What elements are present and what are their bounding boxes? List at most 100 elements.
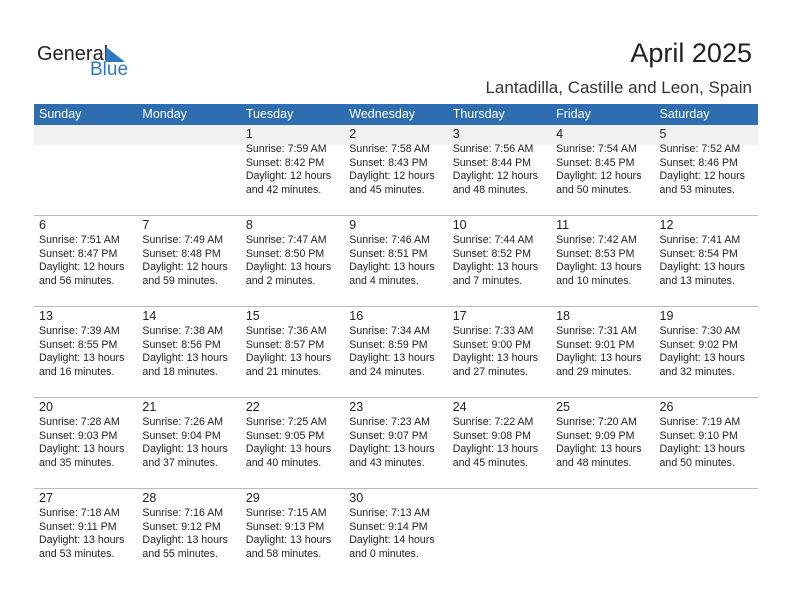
sunset-text: Sunset: 9:08 PM — [452, 429, 532, 442]
minutes-text: and 4 minutes. — [349, 274, 419, 287]
day-number: 21 — [142, 400, 157, 414]
sunset-text: Sunset: 8:44 PM — [452, 156, 532, 169]
sunrise-text: Sunrise: 7:15 AM — [245, 507, 327, 519]
daylight-text: Daylight: 13 hours — [39, 443, 125, 455]
day-number: 8 — [245, 218, 253, 232]
day-cell: 30 Sunrise: 7:13 AM Sunset: 9:14 PM Dayligh… — [344, 489, 447, 579]
daylight-text: Daylight: 13 hours — [452, 443, 539, 455]
sunset-text: Sunset: 8:47 PM — [39, 247, 118, 260]
day-number: 22 — [245, 400, 260, 414]
sunset-text: Sunset: 8:51 PM — [349, 247, 428, 260]
sunset-text: Sunset: 8:43 PM — [349, 156, 428, 169]
day-cell: 7 Sunrise: 7:49 AM Sunset: 8:48 PM Daylight… — [137, 216, 240, 306]
sunset-text: Sunset: 9:10 PM — [659, 429, 738, 442]
sunset-text: Sunset: 9:01 PM — [556, 338, 635, 351]
sunrise-text: Sunrise: 7:51 AM — [39, 234, 120, 246]
sunrise-text: Sunrise: 7:34 AM — [349, 325, 430, 337]
weekday-saturday: Saturday — [659, 107, 710, 121]
minutes-text: and 53 minutes. — [39, 547, 115, 560]
sunset-text: Sunset: 8:54 PM — [659, 247, 738, 260]
day-cell: 4 Sunrise: 7:54 AM Sunset: 8:45 PM Daylight… — [551, 125, 655, 215]
minutes-text: and 21 minutes. — [245, 365, 322, 378]
day-number: 19 — [659, 309, 674, 323]
sunrise-text: Sunrise: 7:52 AM — [659, 143, 741, 155]
sunset-text: Sunset: 9:04 PM — [142, 429, 221, 442]
day-cell: 10 Sunrise: 7:44 AM Sunset: 8:52 PM Dayligh… — [448, 216, 551, 306]
sunrise-text: Sunrise: 7:31 AM — [556, 325, 637, 337]
sunrise-text: Sunrise: 7:16 AM — [142, 507, 224, 519]
sunset-text: Sunset: 9:03 PM — [39, 429, 118, 442]
day-number: 4 — [551, 125, 655, 143]
day-cell: 22 Sunrise: 7:25 AM Sunset: 9:05 PM Dayligh… — [241, 398, 344, 488]
day-number: 29 — [245, 491, 260, 505]
sunrise-text: Sunrise: 7:28 AM — [39, 416, 120, 428]
minutes-text: and 58 minutes. — [245, 547, 322, 560]
sunrise-text: Sunrise: 7:38 AM — [142, 325, 224, 337]
minutes-text: and 16 minutes. — [39, 365, 115, 378]
sunrise-text: Sunrise: 7:18 AM — [39, 507, 120, 519]
day-cell: 16 Sunrise: 7:34 AM Sunset: 8:59 PM Dayligh… — [344, 307, 447, 397]
minutes-text: and 59 minutes. — [142, 274, 218, 287]
day-cell: 21 Sunrise: 7:26 AM Sunset: 9:04 PM Dayligh… — [137, 398, 240, 488]
daylight-text: Daylight: 12 hours — [39, 261, 125, 273]
minutes-text: and 2 minutes. — [245, 274, 316, 287]
daylight-text: Daylight: 13 hours — [556, 261, 642, 273]
day-cell: 2 Sunrise: 7:58 AM Sunset: 8:43 PM Daylight… — [344, 125, 448, 215]
day-number: 13 — [39, 309, 53, 323]
day-number: 30 — [349, 491, 364, 505]
day-number: 26 — [659, 400, 674, 414]
day-cell: 19 Sunrise: 7:30 AM Sunset: 9:02 PM Dayligh… — [655, 307, 758, 397]
sunrise-text: Sunrise: 7:33 AM — [452, 325, 534, 337]
empty-cell — [34, 125, 138, 215]
minutes-text: and 18 minutes. — [142, 365, 218, 378]
minutes-text: and 27 minutes. — [452, 365, 529, 378]
sunset-text: Sunset: 8:48 PM — [142, 247, 221, 260]
sunset-text: Sunset: 9:02 PM — [659, 338, 738, 351]
daylight-text: Daylight: 12 hours — [452, 170, 539, 182]
sunset-text: Sunset: 9:14 PM — [349, 520, 428, 533]
weekday-sunday: Sunday — [39, 107, 82, 121]
logo-general-text: General — [37, 43, 109, 65]
minutes-text: and 48 minutes. — [452, 183, 529, 196]
daylight-text: Daylight: 12 hours — [349, 170, 435, 182]
day-number: 17 — [452, 309, 467, 323]
day-number: 24 — [452, 400, 467, 414]
daylight-text: Daylight: 13 hours — [349, 261, 435, 273]
daylight-text: Daylight: 13 hours — [245, 352, 332, 364]
day-cell: 23 Sunrise: 7:23 AM Sunset: 9:07 PM Dayligh… — [344, 398, 447, 488]
day-number: 28 — [142, 491, 157, 505]
day-number: 10 — [452, 218, 467, 232]
day-cell: 6 Sunrise: 7:51 AM Sunset: 8:47 PM Daylight… — [34, 216, 137, 306]
sunset-text: Sunset: 8:53 PM — [556, 247, 635, 260]
day-number: 11 — [556, 218, 570, 232]
minutes-text: and 55 minutes. — [142, 547, 218, 560]
day-number: 25 — [556, 400, 571, 414]
weekday-wednesday: Wednesday — [349, 107, 416, 121]
sunset-text: Sunset: 8:59 PM — [349, 338, 428, 351]
minutes-text: and 45 minutes. — [452, 456, 529, 469]
day-number: 27 — [39, 491, 53, 505]
page-title: April 2025 — [630, 38, 752, 68]
location-subtitle: Lantadilla, Castille and Leon, Spain — [485, 78, 752, 97]
weekday-tuesday: Tuesday — [245, 107, 294, 121]
day-cell: 14 Sunrise: 7:38 AM Sunset: 8:56 PM Dayligh… — [137, 307, 240, 397]
sunset-text: Sunset: 8:45 PM — [556, 156, 635, 169]
day-cell: 28 Sunrise: 7:16 AM Sunset: 9:12 PM Dayligh… — [137, 489, 240, 579]
daylight-text: Daylight: 13 hours — [452, 352, 539, 364]
sunrise-text: Sunrise: 7:39 AM — [39, 325, 120, 337]
minutes-text: and 43 minutes. — [349, 456, 425, 469]
sunrise-text: Sunrise: 7:42 AM — [556, 234, 637, 246]
logo-triangle-icon — [106, 47, 125, 62]
day-number: 9 — [349, 218, 357, 232]
sunset-text: Sunset: 9:05 PM — [245, 429, 325, 442]
sunset-text: Sunset: 8:52 PM — [452, 247, 532, 260]
day-cell: 1 Sunrise: 7:59 AM Sunset: 8:42 PM Daylight… — [240, 125, 345, 215]
day-cell: 8 Sunrise: 7:47 AM Sunset: 8:50 PM Daylight… — [241, 216, 344, 306]
sunrise-text: Sunrise: 7:23 AM — [349, 416, 430, 428]
sunset-text: Sunset: 9:07 PM — [349, 429, 428, 442]
daylight-text: Daylight: 13 hours — [39, 352, 125, 364]
day-cell: 27 Sunrise: 7:18 AM Sunset: 9:11 PM Dayligh… — [34, 489, 137, 579]
daylight-text: Daylight: 13 hours — [142, 443, 228, 455]
day-cell: 11 Sunrise: 7:42 AM Sunset: 8:53 PM Dayligh… — [551, 216, 654, 306]
day-number: 23 — [349, 400, 364, 414]
